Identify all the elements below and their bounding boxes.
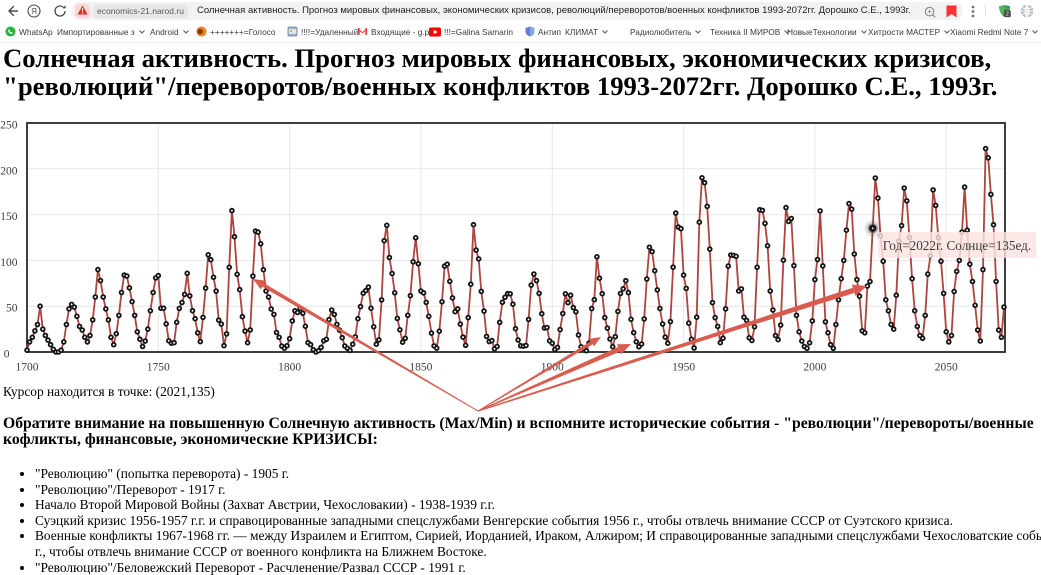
svg-text:200: 200 [0, 165, 18, 177]
svg-text:150: 150 [0, 211, 18, 223]
svg-text:2: 2 [1006, 12, 1009, 18]
svg-text:100: 100 [0, 257, 18, 269]
svg-text:1900: 1900 [541, 361, 564, 373]
svg-text:50: 50 [6, 303, 18, 315]
svg-text:1850: 1850 [409, 361, 432, 373]
svg-text:Год=2022г. Солнце=135ед.: Год=2022г. Солнце=135ед. [883, 238, 1031, 253]
svg-text:1950: 1950 [672, 361, 695, 373]
svg-text:2050: 2050 [935, 361, 958, 373]
svg-text:2000: 2000 [803, 361, 826, 373]
svg-text:1700: 1700 [16, 361, 39, 373]
svg-text:Я: Я [31, 7, 37, 16]
svg-text:1750: 1750 [147, 361, 170, 373]
svg-text:0: 0 [4, 349, 10, 361]
svg-text:250: 250 [0, 120, 18, 132]
svg-text:1800: 1800 [278, 361, 301, 373]
